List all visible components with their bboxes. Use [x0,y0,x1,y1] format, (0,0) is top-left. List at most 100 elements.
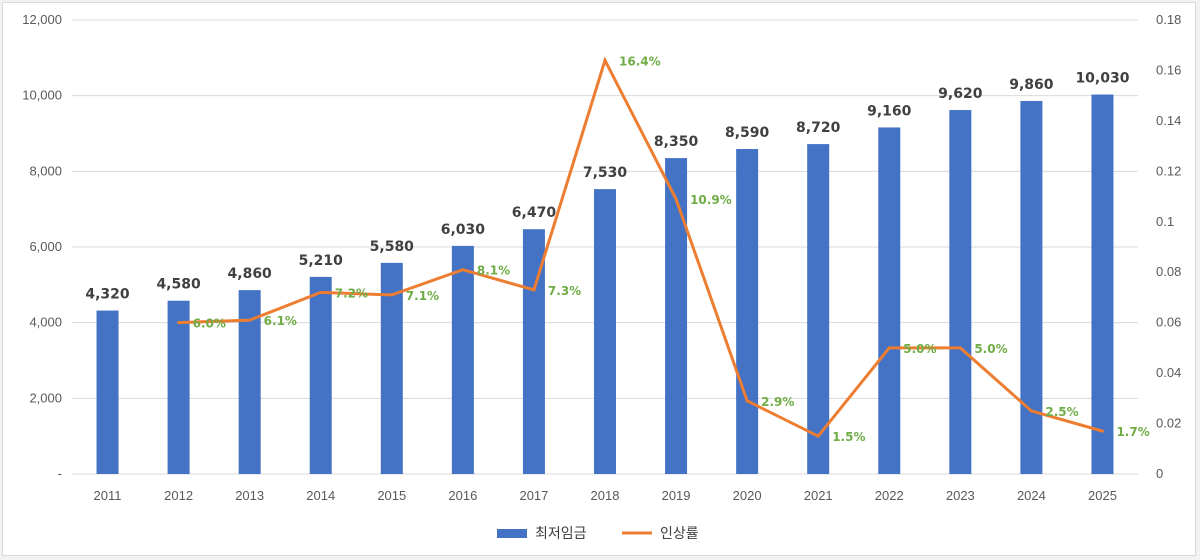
x-tick-label: 2018 [591,488,620,503]
rate-value-label: 1.7% [1116,425,1149,439]
legend-label-rate: 인상률 [660,526,699,542]
bar [665,158,688,474]
data-labels: 4,320 4,580 4,860 5,210 5,580 6,030 6,470 7,530… [85,54,1149,444]
bar [522,229,545,474]
rate-value-label: 7.3% [548,284,581,298]
bar-value-label: 4,580 [156,277,201,293]
rate-value-label: 2.5% [1045,405,1078,419]
rate-point [1029,409,1033,413]
bar [238,290,261,474]
x-tick-label: 2013 [235,488,264,503]
y-left-tick-label: 2,000 [29,390,62,405]
rate-point [958,346,962,350]
y-right-tick-label: 0.14 [1156,113,1181,128]
x-tick-label: 2024 [1017,488,1046,503]
x-tick-label: 2023 [946,488,975,503]
rate-value-label: 8.1% [477,264,510,278]
y-right-tick-label: 0.08 [1156,264,1181,279]
rate-point [319,290,323,294]
x-tick-label: 2011 [94,488,122,503]
y-right-tick-label: 0.16 [1156,62,1181,77]
rate-point [745,399,749,403]
x-tick-label: 2022 [875,488,904,503]
rate-value-label: 1.5% [832,430,865,444]
y-right-tick-label: 0.18 [1156,12,1181,27]
axes: - 2,000 4,000 6,000 8,000 10,000 12,000 0 0.02 0.… [22,12,1181,503]
y-right-tick-label: 0.06 [1156,315,1181,330]
rate-value-label: 16.4% [619,54,661,68]
bar-value-label: 5,210 [299,253,344,269]
rate-value-label: 7.2% [335,286,368,300]
rate-point [532,288,536,292]
y-left-tick-label: 6,000 [29,239,62,254]
rate-point [461,268,465,272]
bar-value-label: 4,320 [85,287,130,303]
y-right-tick-label: 0.1 [1156,214,1174,229]
x-tick-label: 2012 [164,488,193,503]
bar [594,189,616,475]
x-tick-label: 2015 [377,488,406,503]
rate-point [390,293,394,297]
legend: 최저임금 인상률 [497,526,699,542]
rate-point [248,318,252,322]
rate-value-label: 7.1% [406,289,439,303]
x-tick-label: 2014 [306,488,335,503]
rate-point [816,434,820,438]
y-left-tick-label: 10,000 [22,88,62,103]
bar [807,144,830,475]
bar-value-label: 9,620 [938,86,983,102]
rate-point [603,58,607,62]
y-left-tick-label: 8,000 [29,163,62,178]
bar-value-label: 9,160 [867,103,912,119]
bar [1091,94,1114,474]
rate-value-label: 6.1% [264,314,297,328]
bar-series [96,94,1114,475]
bar-value-label: 4,860 [228,266,273,282]
y-right-tick-label: 0.02 [1156,416,1181,431]
legend-label-wage: 최저임금 [535,526,587,542]
rate-point [1100,429,1104,433]
rate-point [177,321,181,325]
x-tick-label: 2017 [519,488,548,503]
rate-value-label: 10.9% [690,193,732,207]
x-tick-label: 2016 [448,488,477,503]
y-right-tick-label: 0 [1156,466,1163,481]
y-right-tick-label: 0.04 [1156,365,1181,380]
bar [380,262,403,474]
bar [451,245,474,474]
bar-value-label: 6,470 [512,205,557,221]
bar [878,127,901,475]
bar [167,300,190,474]
x-tick-label: 2019 [662,488,691,503]
y-right-tick-label: 0.12 [1156,163,1181,178]
y-left-tick-label: - [58,466,62,481]
bar-value-label: 8,350 [654,134,699,150]
bar-value-label: 5,580 [370,239,415,255]
bar-value-label: 10,030 [1075,71,1129,87]
y-left-tick-label: 4,000 [29,315,62,330]
line-series [177,56,1104,439]
x-tick-label: 2021 [804,488,833,503]
bar [736,149,759,475]
bar-value-label: 9,860 [1009,77,1054,93]
bar-value-label: 8,590 [725,125,770,141]
rate-value-label: 5.0% [974,342,1007,356]
x-tick-label: 2020 [733,488,762,503]
x-tick-label: 2025 [1088,488,1117,503]
bar [309,276,332,474]
rate-line [178,56,1103,439]
bar-value-label: 7,530 [583,165,628,181]
y-left-tick-label: 12,000 [22,12,62,27]
rate-point [887,346,891,350]
rate-value-label: 2.9% [761,395,794,409]
bar [949,110,972,474]
rate-value-label: 5.0% [903,342,936,356]
bar [1020,100,1043,475]
rate-value-label: 6.0% [193,317,226,331]
bar [96,310,119,474]
legend-swatch-wage [497,529,527,538]
bar-value-label: 8,720 [796,120,841,136]
bar-value-label: 6,030 [441,222,486,238]
rate-point [674,197,678,201]
